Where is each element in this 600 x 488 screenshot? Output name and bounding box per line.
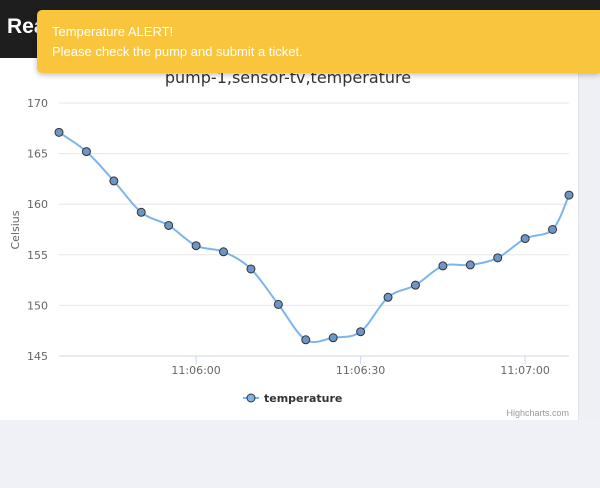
chart-panel (0, 58, 578, 420)
chart-gridlines (59, 102, 569, 306)
legend[interactable]: temperature (243, 392, 342, 405)
temperature-alert-toast[interactable]: Temperature ALERT! Please check the pump… (37, 10, 600, 73)
alert-title: Temperature ALERT! (52, 24, 174, 39)
y-tick-label: 145 (27, 350, 48, 363)
data-point[interactable] (356, 327, 366, 337)
data-point[interactable] (383, 292, 393, 302)
data-point[interactable] (520, 234, 530, 244)
data-point[interactable] (81, 147, 91, 157)
y-axis-ticks: 145 150 155 160 165 170 (27, 97, 48, 363)
legend-marker-icon (246, 393, 256, 403)
x-axis: 11:06:00 11:06:30 11:07:00 (59, 355, 569, 377)
data-point[interactable] (410, 280, 420, 290)
legend-label[interactable]: temperature (264, 392, 342, 405)
temperature-chart: pump-1,sensor-tv,temperature 14515015516… (9, 68, 574, 418)
data-point[interactable] (548, 225, 558, 234)
y-tick-label: 170 (27, 97, 48, 110)
x-tick-label: 11:06:30 (336, 364, 385, 377)
y-tick-label: 160 (27, 198, 48, 211)
y-tick-label: 155 (27, 249, 48, 262)
y-axis-label: Celsius (9, 210, 22, 249)
data-point[interactable] (301, 335, 311, 345)
x-tick-label: 11:06:00 (171, 364, 220, 377)
data-point[interactable] (273, 299, 283, 309)
data-point[interactable] (564, 190, 574, 200)
x-tick-label: 11:07:00 (500, 364, 549, 377)
data-point[interactable] (109, 176, 119, 186)
y-tick-label: 150 (27, 299, 48, 312)
navbar-brand[interactable]: Rea (7, 15, 46, 38)
data-point[interactable] (246, 264, 256, 274)
y-tick-label: 165 (27, 148, 48, 161)
scrollbar-track[interactable] (578, 58, 600, 420)
chart-credits[interactable]: Highcharts.com (506, 408, 569, 418)
data-point[interactable] (438, 261, 448, 271)
series-line-temperature (58, 131, 570, 344)
series-points (54, 127, 574, 345)
data-point[interactable] (493, 253, 503, 263)
data-point[interactable] (465, 260, 475, 270)
data-point[interactable] (328, 333, 338, 343)
data-point[interactable] (191, 241, 201, 251)
data-point[interactable] (136, 207, 146, 217)
alert-message: Please check the pump and submit a ticke… (52, 44, 303, 59)
data-point[interactable] (164, 220, 174, 230)
data-point[interactable] (54, 127, 64, 137)
data-point[interactable] (219, 247, 229, 257)
